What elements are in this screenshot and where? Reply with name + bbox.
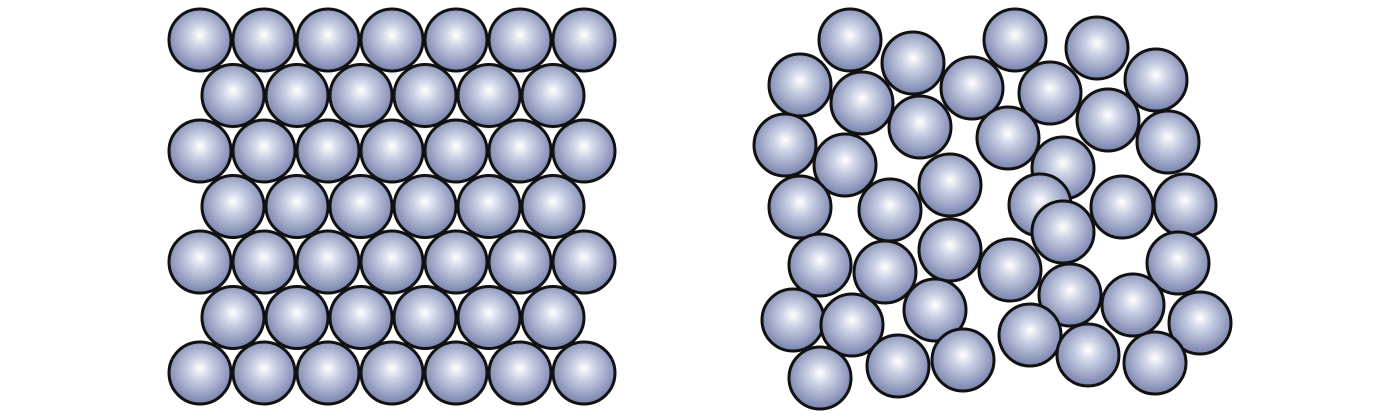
sphere [264, 63, 330, 128]
sphere [975, 105, 1041, 171]
sphere [264, 174, 330, 239]
sphere [1089, 174, 1155, 240]
sphere [787, 232, 853, 298]
ordered-arrangement [167, 7, 617, 406]
sphere [1064, 15, 1130, 81]
sphere [852, 239, 918, 305]
sphere [939, 55, 1005, 121]
sphere [817, 7, 883, 73]
sphere [551, 229, 617, 295]
sphere [902, 277, 968, 343]
sphere [456, 174, 522, 239]
sphere [930, 327, 996, 393]
sphere [423, 340, 489, 406]
sphere [231, 118, 297, 184]
sphere [295, 229, 361, 295]
sphere [1037, 262, 1103, 328]
sphere [1100, 272, 1166, 338]
sphere [520, 174, 586, 239]
sphere [423, 7, 489, 73]
sphere [487, 7, 553, 73]
sphere [167, 229, 233, 295]
sphere [1145, 230, 1211, 296]
sphere [295, 118, 361, 184]
sphere [977, 237, 1043, 303]
sphere [487, 118, 553, 184]
sphere [264, 285, 330, 350]
sphere [359, 7, 425, 73]
sphere [295, 7, 361, 73]
sphere [1123, 47, 1189, 113]
sphere [787, 345, 853, 411]
sphere [456, 285, 522, 350]
sphere [231, 340, 297, 406]
sphere [200, 63, 266, 128]
sphere [1075, 87, 1141, 153]
sphere [167, 340, 233, 406]
sphere [1122, 330, 1188, 396]
sphere [917, 217, 983, 283]
sphere [829, 70, 895, 136]
sphere [917, 152, 983, 218]
disordered-arrangement [752, 7, 1233, 411]
sphere [167, 118, 233, 184]
sphere [1030, 199, 1096, 265]
sphere [359, 340, 425, 406]
sphere [328, 285, 394, 350]
sphere [752, 112, 818, 178]
sphere [760, 287, 826, 353]
sphere [551, 7, 617, 73]
sphere [551, 340, 617, 406]
sphere [295, 340, 361, 406]
sphere [456, 63, 522, 128]
sphere [812, 132, 878, 198]
sphere [997, 302, 1063, 368]
sphere [392, 63, 458, 128]
sphere [167, 7, 233, 73]
sphere [328, 63, 394, 128]
sphere [392, 285, 458, 350]
sphere [982, 7, 1048, 73]
sphere [887, 94, 953, 160]
sphere [359, 229, 425, 295]
sphere [1055, 322, 1121, 388]
sphere [392, 174, 458, 239]
sphere [1167, 290, 1233, 356]
sphere [857, 177, 923, 243]
sphere [520, 285, 586, 350]
sphere [487, 229, 553, 295]
sphere [1135, 109, 1201, 175]
sphere [1152, 172, 1218, 238]
sphere [767, 52, 833, 118]
sphere [767, 174, 833, 240]
sphere [231, 229, 297, 295]
sphere [865, 333, 931, 399]
sphere [880, 30, 946, 96]
sphere [231, 7, 297, 73]
sphere [819, 292, 885, 358]
sphere [423, 118, 489, 184]
sphere [359, 118, 425, 184]
sphere [1017, 60, 1083, 126]
sphere [487, 340, 553, 406]
sphere [551, 118, 617, 184]
sphere [423, 229, 489, 295]
sphere [200, 285, 266, 350]
sphere [520, 63, 586, 128]
sphere [200, 174, 266, 239]
sphere [328, 174, 394, 239]
